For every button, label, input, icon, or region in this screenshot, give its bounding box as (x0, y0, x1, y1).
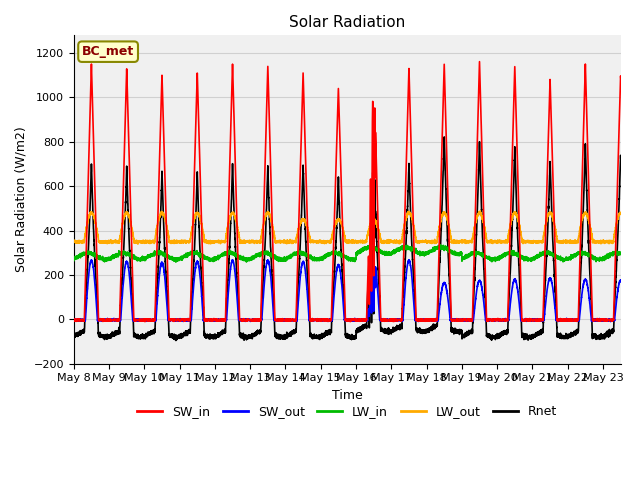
SW_in (70, 317, 77, 323)
LW_out (90, 213, 97, 218)
SW_in (494, 317, 502, 323)
LW_in (367, 241, 375, 247)
Rnet (494, 335, 502, 341)
Rnet (563, 336, 570, 341)
Rnet (90, 226, 97, 232)
LW_out (323, 239, 331, 244)
SW_out (228, 257, 236, 263)
SW_in (323, 316, 331, 322)
LW_out (563, 238, 570, 243)
Rnet (243, 336, 251, 342)
Title: Solar Radiation: Solar Radiation (289, 15, 405, 30)
SW_out (323, 317, 331, 323)
LW_out (70, 239, 77, 244)
SW_out (90, 267, 97, 273)
SW_in (634, 317, 640, 323)
Text: BC_met: BC_met (82, 45, 134, 58)
SW_in (216, 317, 224, 323)
LW_in (216, 253, 224, 259)
Rnet (70, 334, 77, 339)
LW_in (243, 258, 251, 264)
Y-axis label: Solar Radiation (W/m2): Solar Radiation (W/m2) (15, 127, 28, 273)
X-axis label: Time: Time (332, 389, 363, 402)
LW_out (216, 239, 224, 245)
Rnet (323, 329, 331, 335)
SW_in (563, 317, 570, 323)
SW_in (243, 317, 251, 323)
Rnet (172, 337, 180, 343)
LW_in (70, 256, 77, 262)
LW_out (134, 241, 141, 247)
Line: SW_out: SW_out (74, 260, 638, 322)
Line: Rnet: Rnet (74, 137, 638, 340)
SW_in (476, 59, 483, 64)
LW_in (634, 253, 640, 259)
LW_out (243, 238, 251, 244)
Rnet (634, 332, 640, 337)
Line: LW_out: LW_out (74, 211, 638, 244)
LW_in (563, 257, 570, 263)
LW_in (323, 251, 331, 257)
SW_out (243, 317, 251, 323)
LW_in (90, 251, 97, 256)
SW_in (141, 319, 148, 324)
SW_out (150, 319, 158, 324)
Line: LW_in: LW_in (74, 244, 638, 262)
LW_in (172, 259, 180, 265)
SW_out (216, 318, 224, 324)
Rnet (216, 331, 224, 337)
LW_out (494, 238, 502, 243)
SW_in (90, 138, 97, 144)
SW_out (563, 318, 570, 324)
LW_out (634, 238, 640, 244)
LW_in (494, 256, 502, 262)
Line: SW_in: SW_in (74, 61, 638, 322)
LW_out (476, 208, 484, 214)
SW_out (70, 317, 77, 323)
SW_out (634, 317, 640, 323)
SW_out (494, 317, 502, 323)
Rnet (440, 134, 448, 140)
Legend: SW_in, SW_out, LW_in, LW_out, Rnet: SW_in, SW_out, LW_in, LW_out, Rnet (132, 400, 562, 423)
